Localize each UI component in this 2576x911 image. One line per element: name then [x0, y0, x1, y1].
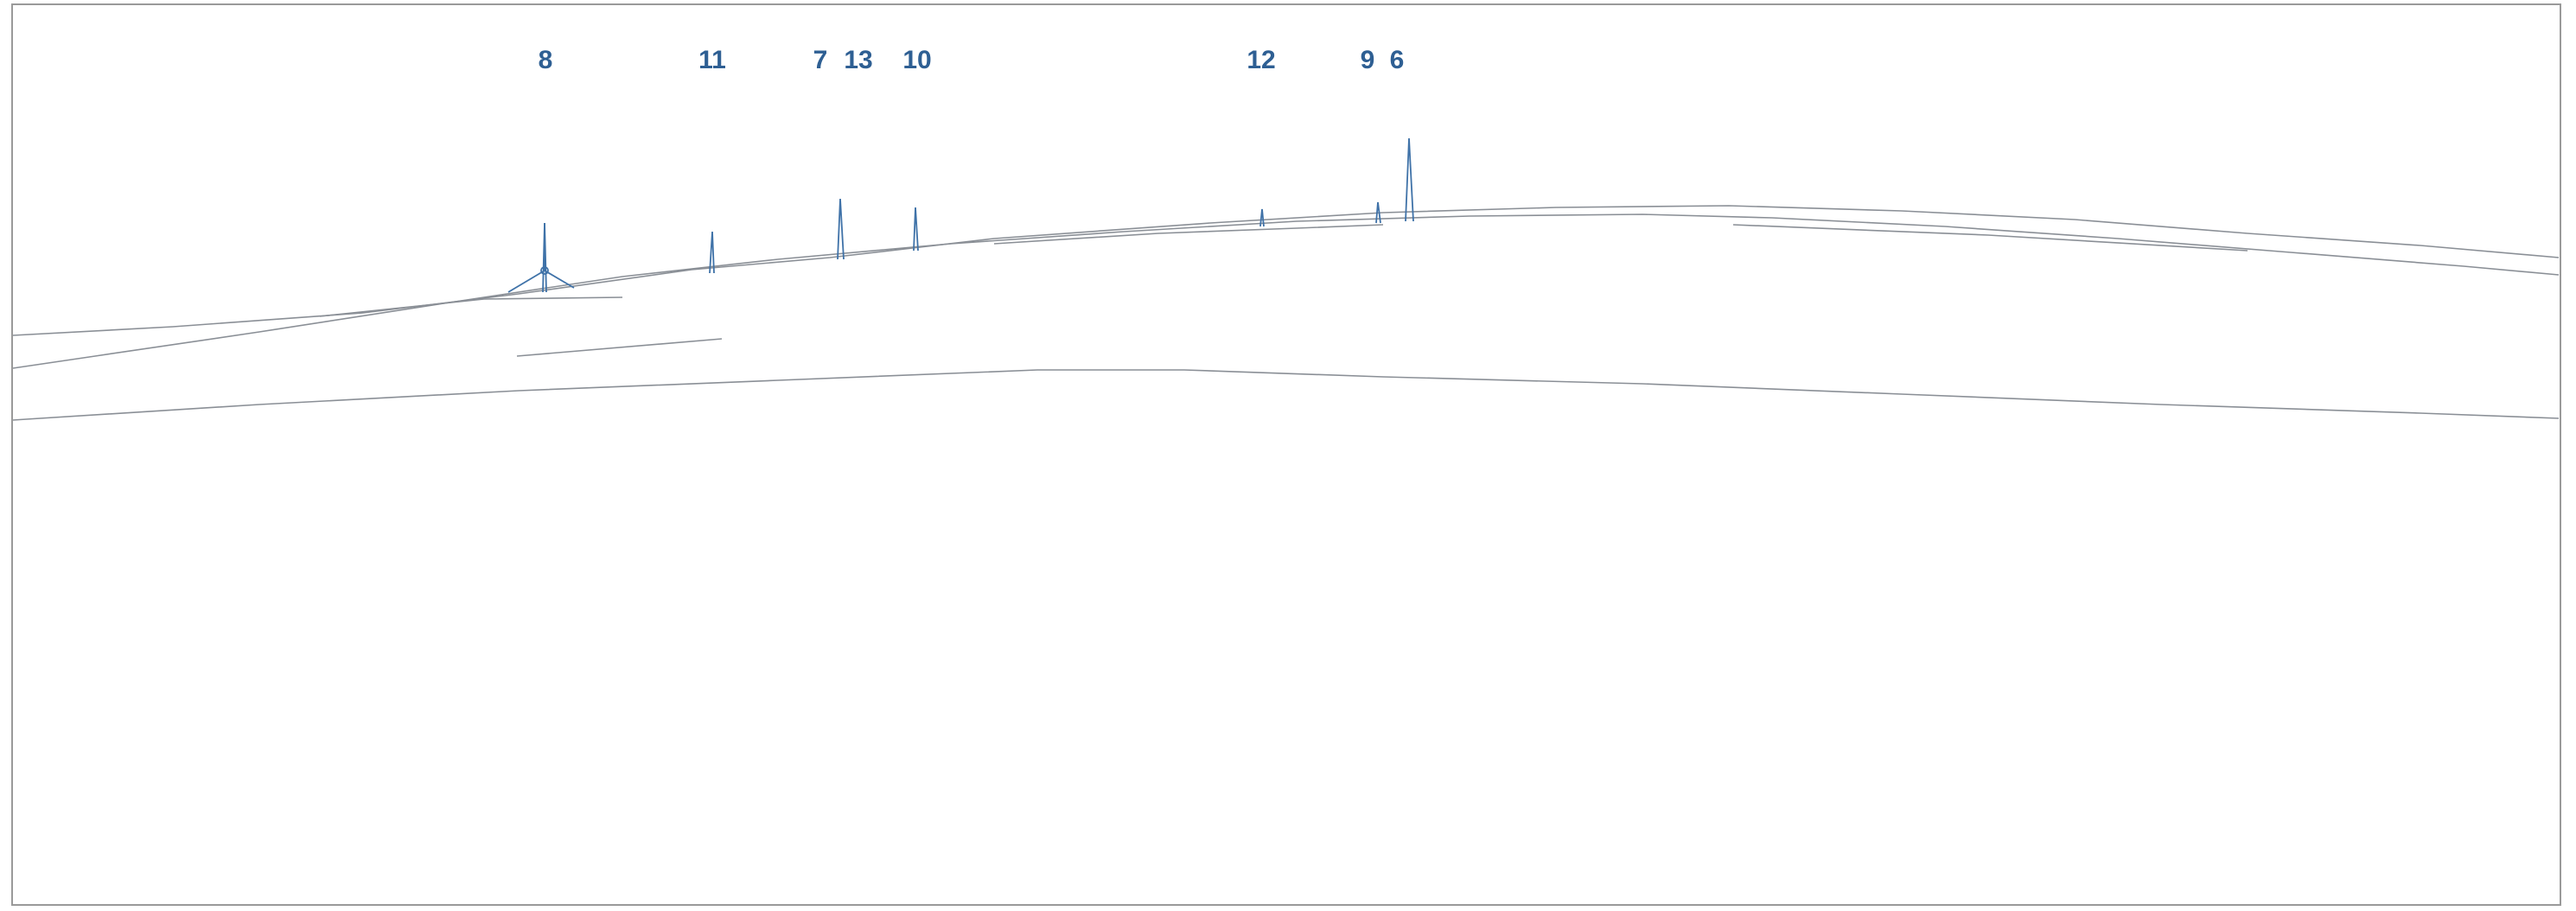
terrain-line-foreground — [12, 369, 2560, 421]
turbine-labels: 8 11 7 13 10 12 9 6 — [539, 46, 1405, 74]
turbine-9-tower — [1375, 201, 1381, 224]
turbine-label-11: 11 — [698, 46, 726, 74]
turbine-8-blades — [507, 223, 575, 293]
terrain-line-slope-b — [516, 338, 723, 357]
turbine-6-tower — [1405, 137, 1414, 222]
turbine-7 — [837, 198, 845, 260]
terrain-line-second-ridge — [12, 213, 2560, 369]
turbine-12-tower — [1259, 208, 1265, 227]
terrain-line-upper-ridge — [12, 205, 2560, 336]
turbine-label-13: 13 — [844, 46, 872, 74]
turbine-10-tower — [913, 207, 919, 252]
terrain-line-slope-a — [319, 296, 623, 317]
turbine-label-8: 8 — [539, 46, 553, 74]
turbine-8 — [507, 222, 575, 293]
terrain-lines — [12, 205, 2560, 421]
turbine-12 — [1259, 208, 1265, 227]
turbine-10 — [913, 207, 919, 252]
turbine-11-tower — [709, 231, 715, 274]
terrain-line-far-right — [1732, 224, 2248, 252]
photomontage-frame — [11, 3, 2561, 906]
turbine-label-10: 10 — [902, 46, 931, 74]
turbine-11 — [709, 231, 715, 274]
turbine-6 — [1405, 137, 1414, 222]
turbine-label-6: 6 — [1390, 46, 1405, 74]
turbine-9 — [1375, 201, 1381, 224]
turbine-label-9: 9 — [1361, 46, 1375, 74]
turbine-7-tower — [837, 198, 845, 260]
turbine-label-7: 7 — [813, 46, 828, 74]
turbine-label-12: 12 — [1247, 46, 1275, 74]
terrain-line-mid-detail — [993, 224, 1384, 245]
